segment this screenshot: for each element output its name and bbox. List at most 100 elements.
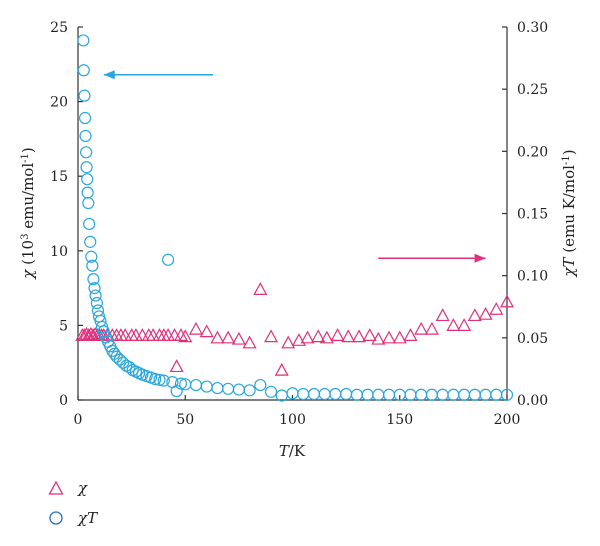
legend-item-chi: χ (48, 479, 87, 497)
y-right-ticks: 0.00 0.05 0.10 0.15 0.20 0.25 0.30 (502, 20, 548, 409)
chit-data-point (200, 380, 213, 393)
legend-label-chit: χT (78, 509, 98, 527)
chi-data-point (173, 328, 188, 341)
chi-data-point (351, 329, 367, 343)
y-left-tick-label: 20 (50, 95, 68, 111)
chit-data-point (97, 325, 110, 338)
chi-data-point (264, 329, 279, 343)
chit-data-point (170, 384, 183, 398)
annotation-arrows (103, 70, 486, 263)
y-right-tick-label: 0.20 (517, 144, 548, 160)
chi-data-point (300, 330, 315, 344)
chi-data-point (281, 335, 296, 349)
chit-data-point (80, 146, 93, 159)
chi-data-point (371, 331, 386, 345)
chit-data-point (436, 388, 449, 401)
chit-data-point (275, 389, 288, 402)
x-tick-label: 200 (494, 412, 521, 428)
chit-data-point (84, 235, 97, 248)
chi-data-point (242, 335, 257, 349)
chit-data-point (81, 173, 94, 186)
y-left-tick-label: 0 (59, 393, 68, 409)
triangle-marker-icon (48, 480, 64, 495)
y-left-tick-label: 25 (50, 20, 68, 36)
chit-data-point (361, 388, 374, 401)
chit-data-point (77, 34, 90, 47)
chi-data-point (231, 331, 246, 345)
chit-data-point (425, 388, 439, 401)
chit-data-point (211, 381, 224, 395)
chi-data-point (128, 328, 143, 341)
chi-data-point (124, 328, 139, 341)
chit-data-point (382, 388, 396, 401)
x-tick-label: 150 (386, 412, 413, 428)
y-right-tick-label: 0.25 (517, 82, 548, 98)
chi-data-point (457, 318, 472, 331)
annotation-arrow-head (103, 70, 115, 80)
legend-label-chi: χ (78, 479, 88, 497)
series-chit (77, 34, 514, 402)
chit-data-point (468, 388, 481, 401)
chit-data-point (79, 129, 92, 143)
chit-data-point (80, 161, 93, 174)
y-right-axis-title: χT (emu K/mol-1) (560, 149, 578, 277)
chit-data-point (89, 289, 102, 302)
chit-data-point (82, 196, 95, 210)
chi-data-point (489, 301, 504, 315)
chit-data-point (87, 273, 100, 286)
y-left-axis-title: χ (103 emu/mol-1) (19, 147, 37, 279)
chi-data-point (113, 328, 128, 341)
chit-data-point (447, 388, 460, 401)
chi-data-point (118, 328, 133, 341)
circle-marker-icon (49, 511, 63, 525)
chit-data-point (78, 89, 91, 102)
y-left-ticks: 0 5 10 15 20 25 (50, 20, 83, 409)
legend-item-chit: χT (48, 509, 97, 527)
chi-data-point (161, 328, 176, 341)
chi-data-point (199, 324, 214, 338)
chi-data-point (414, 321, 429, 335)
chit-data-point (174, 377, 188, 390)
chi-data-point (330, 328, 345, 341)
chit-data-point (77, 64, 90, 77)
y-right-tick-label: 0.00 (517, 393, 548, 409)
chit-data-point (500, 388, 514, 401)
x-tick-label: 100 (279, 412, 306, 428)
annotation-arrow-head (474, 253, 486, 263)
chit-data-point (490, 388, 503, 401)
chi-data-point (319, 330, 334, 344)
chi-data-point (178, 329, 193, 343)
chi-data-point (392, 330, 407, 344)
chit-data-point (479, 388, 492, 401)
chi-data-point (311, 329, 326, 343)
chit-data-point (340, 387, 353, 401)
chi-data-point (167, 328, 182, 341)
chit-data-point (372, 388, 385, 401)
chit-data-point (88, 282, 101, 295)
chit-data-point (318, 387, 331, 401)
chi-data-point (446, 318, 461, 331)
chit-data-point (222, 382, 235, 395)
chi-data-point (382, 330, 397, 344)
chit-data-point (81, 186, 94, 199)
chit-data-point (415, 388, 428, 401)
chit-data-point (83, 217, 96, 231)
y-right-tick-label: 0.10 (517, 269, 548, 285)
chit-data-point (116, 356, 130, 369)
chit-data-point (458, 388, 471, 401)
chi-data-point (141, 328, 156, 341)
chi-data-point (291, 333, 306, 346)
chi-data-point (146, 328, 161, 341)
chit-data-point (350, 388, 363, 401)
y-right-tick-label: 0.30 (517, 20, 548, 36)
chit-data-point (189, 378, 203, 392)
chit-data-point (86, 259, 99, 272)
chi-data-point (152, 328, 167, 341)
chi-data-point (169, 359, 184, 373)
chi-data-point (156, 328, 171, 341)
chi-data-point (274, 362, 289, 376)
chi-data-point (467, 308, 482, 322)
chi-data-point (188, 321, 203, 335)
chit-data-point (297, 387, 310, 401)
